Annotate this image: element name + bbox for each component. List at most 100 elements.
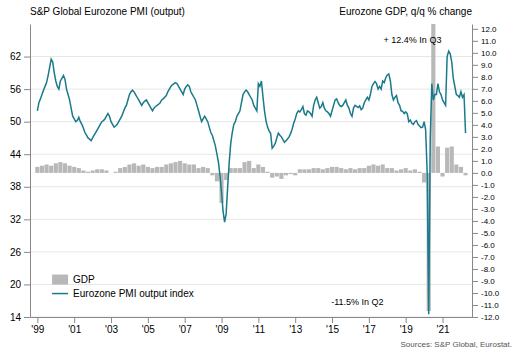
y2-axis: -12.0-11.0-10.0-9.0-8.0-7.0-6.0-5.0-4.0-… xyxy=(472,25,500,323)
bar xyxy=(302,169,306,173)
bar xyxy=(91,171,95,173)
tick: '11 xyxy=(253,317,266,335)
tick: 3.0 xyxy=(472,133,493,142)
tick: 5.0 xyxy=(472,109,493,118)
axis-line xyxy=(30,25,31,318)
bar xyxy=(413,169,417,173)
bar xyxy=(178,161,182,173)
bar xyxy=(404,168,408,173)
tick-label: 6.0 xyxy=(481,97,493,106)
bar xyxy=(132,163,136,173)
bar xyxy=(261,167,265,173)
bar xyxy=(312,168,316,173)
bar xyxy=(371,164,375,172)
tick-mark xyxy=(472,281,478,282)
tick-mark xyxy=(37,317,38,323)
bar xyxy=(210,173,214,175)
tick-label: -7.0 xyxy=(481,253,495,262)
grid-line xyxy=(30,219,472,220)
bar xyxy=(348,168,352,173)
bar xyxy=(123,167,127,173)
source: Sources: S&P Global, Eurostat. xyxy=(401,340,512,349)
tick-label: 50 xyxy=(10,116,22,127)
bar xyxy=(109,172,113,173)
legend-swatch xyxy=(52,275,68,285)
tick-label: -5.0 xyxy=(481,229,495,238)
bar xyxy=(353,169,357,173)
bar xyxy=(358,168,362,173)
grid-line xyxy=(30,121,472,122)
bar xyxy=(450,146,454,172)
grid xyxy=(30,57,472,317)
tick: '03 xyxy=(105,317,118,335)
tick-mark xyxy=(472,101,478,102)
tick-mark xyxy=(24,187,30,188)
tick: -3.0 xyxy=(472,205,495,214)
tick-label: -4.0 xyxy=(481,217,495,226)
tick-label: '13 xyxy=(289,324,302,335)
tick: 62 xyxy=(10,51,30,62)
tick-mark xyxy=(369,317,370,323)
tick: -5.0 xyxy=(472,229,495,238)
tick-label: 8.0 xyxy=(481,73,493,82)
plot-area xyxy=(35,24,467,314)
bar xyxy=(252,168,256,173)
legend: GDPEurozone PMI output index xyxy=(52,274,194,299)
tick-mark xyxy=(24,317,30,318)
bar xyxy=(385,168,389,173)
bar xyxy=(215,173,219,181)
bar xyxy=(325,168,329,173)
tick: '01 xyxy=(68,317,81,335)
bar xyxy=(58,162,62,173)
tick-label: -11.0 xyxy=(481,301,499,310)
bar xyxy=(445,148,449,173)
tick-label: 56 xyxy=(10,84,22,95)
y2-axis-title: Eurozone GDP, q/q % change xyxy=(339,6,472,17)
bar xyxy=(100,169,104,173)
bar xyxy=(242,162,246,173)
bar xyxy=(72,167,76,173)
tick: -12.0 xyxy=(472,313,500,322)
tick-mark xyxy=(472,89,478,90)
tick: '15 xyxy=(326,317,339,335)
tick: -1.0 xyxy=(472,181,495,190)
tick: 10.0 xyxy=(472,49,497,58)
tick-label: 38 xyxy=(10,181,22,192)
bar xyxy=(279,173,283,179)
tick-mark xyxy=(472,245,478,246)
bar xyxy=(289,173,293,174)
bar xyxy=(247,161,251,173)
bar xyxy=(463,173,467,175)
tick-label: 0.0 xyxy=(481,169,493,178)
tick-mark xyxy=(74,317,75,323)
bar xyxy=(192,164,196,172)
tick-mark xyxy=(472,77,478,78)
tick-label: 2.0 xyxy=(481,145,493,154)
tick: -10.0 xyxy=(472,289,500,298)
tick: -2.0 xyxy=(472,193,495,202)
tick-label: -3.0 xyxy=(481,205,495,214)
tick: '19 xyxy=(400,317,413,335)
bar xyxy=(160,167,164,173)
bar xyxy=(440,173,444,177)
tick: -6.0 xyxy=(472,241,495,250)
bar xyxy=(307,169,311,173)
bar xyxy=(238,168,242,173)
tick-mark xyxy=(472,221,478,222)
bar xyxy=(35,167,39,173)
bar xyxy=(417,172,421,173)
bar xyxy=(63,163,67,173)
tick-label: '15 xyxy=(326,324,339,335)
tick-mark xyxy=(24,252,30,253)
tick: -11.0 xyxy=(472,301,499,310)
tick: '13 xyxy=(289,317,302,335)
tick: '17 xyxy=(363,317,376,335)
tick: '09 xyxy=(216,317,229,335)
y-axis-title: S&P Global Eurozone PMI (output) xyxy=(30,6,185,17)
bar xyxy=(316,168,320,173)
tick: 8.0 xyxy=(472,73,493,82)
bar xyxy=(394,171,398,173)
tick-mark xyxy=(472,161,478,162)
tick-label: '07 xyxy=(179,324,192,335)
tick-mark xyxy=(472,257,478,258)
